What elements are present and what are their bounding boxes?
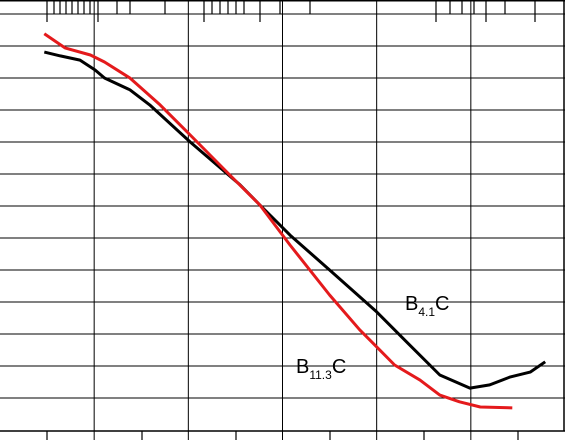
label-tail: C — [435, 293, 449, 315]
series-line — [43, 50, 547, 390]
bottom-minor-ticks — [46, 431, 519, 440]
label-base: B — [405, 293, 418, 315]
label-sub: 11.3 — [309, 368, 332, 382]
lines — [43, 32, 547, 410]
series-label: B11.3C — [296, 356, 346, 382]
label-base: B — [296, 356, 309, 378]
label-sub: 4.1 — [418, 305, 435, 319]
label-tail: C — [332, 356, 346, 378]
series-label: B4.1C — [405, 293, 449, 319]
series-line — [43, 32, 513, 410]
top-minor-ticks — [46, 0, 536, 22]
annotation-leaders — [283, 301, 492, 367]
